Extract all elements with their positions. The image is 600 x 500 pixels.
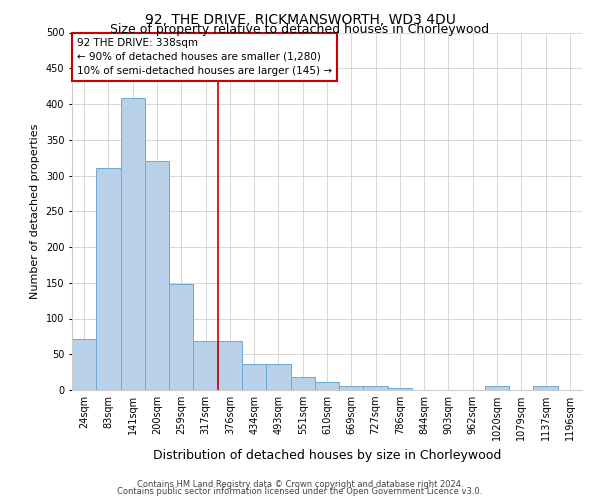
Text: 92, THE DRIVE, RICKMANSWORTH, WD3 4DU: 92, THE DRIVE, RICKMANSWORTH, WD3 4DU bbox=[145, 12, 455, 26]
Bar bbox=[72, 338, 96, 390]
Y-axis label: Number of detached properties: Number of detached properties bbox=[30, 124, 40, 299]
Bar bbox=[218, 342, 242, 390]
Text: Contains HM Land Registry data © Crown copyright and database right 2024.: Contains HM Land Registry data © Crown c… bbox=[137, 480, 463, 489]
Bar bbox=[145, 161, 169, 390]
Bar bbox=[533, 386, 558, 390]
Bar bbox=[169, 284, 193, 390]
Bar bbox=[290, 377, 315, 390]
Bar bbox=[193, 342, 218, 390]
Text: Contains public sector information licensed under the Open Government Licence v3: Contains public sector information licen… bbox=[118, 487, 482, 496]
Bar bbox=[364, 386, 388, 390]
Text: Size of property relative to detached houses in Chorleywood: Size of property relative to detached ho… bbox=[110, 22, 490, 36]
Bar bbox=[121, 98, 145, 390]
X-axis label: Distribution of detached houses by size in Chorleywood: Distribution of detached houses by size … bbox=[153, 448, 501, 462]
Text: 92 THE DRIVE: 338sqm
← 90% of detached houses are smaller (1,280)
10% of semi-de: 92 THE DRIVE: 338sqm ← 90% of detached h… bbox=[77, 38, 332, 76]
Bar bbox=[339, 386, 364, 390]
Bar bbox=[242, 364, 266, 390]
Bar bbox=[266, 364, 290, 390]
Bar bbox=[388, 388, 412, 390]
Bar bbox=[315, 382, 339, 390]
Bar bbox=[96, 168, 121, 390]
Bar bbox=[485, 386, 509, 390]
